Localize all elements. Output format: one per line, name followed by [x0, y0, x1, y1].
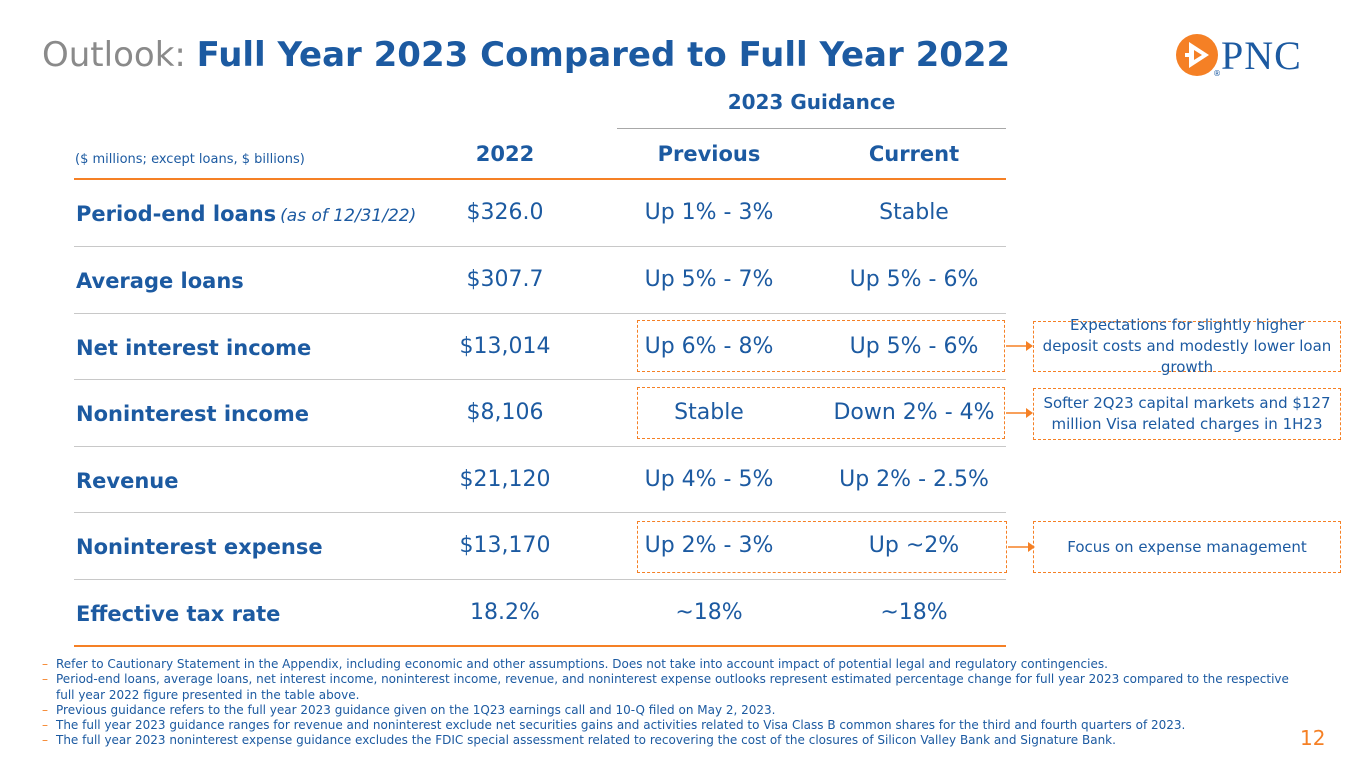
callout-expense: Focus on expense management	[1033, 521, 1341, 573]
table-row-revenue: Revenue $21,120 Up 4% - 5% Up 2% - 2.5%	[74, 447, 1006, 513]
units-note: ($ millions; except loans, $ billions)	[75, 152, 305, 167]
value-previous: Up 4% - 5%	[644, 467, 774, 492]
row-label: Net interest income	[76, 336, 312, 360]
row-label: Noninterest expense	[76, 535, 323, 559]
table-row-noninterest-income: Noninterest income $8,106 Stable Down 2%…	[74, 380, 1006, 446]
title-lead: Outlook:	[42, 35, 186, 75]
value-previous: Up 6% - 8%	[644, 334, 774, 359]
value-previous: Up 5% - 7%	[644, 267, 774, 292]
callout-noninterest-income: Softer 2Q23 capital markets and $127 mil…	[1033, 388, 1341, 440]
header-divider	[74, 178, 1006, 180]
table-row-period-end-loans: Period-end loans (as of 12/31/22) $326.0 …	[74, 180, 1006, 246]
guidance-header: 2023 Guidance	[727, 90, 896, 114]
pnc-logo-icon	[1176, 34, 1218, 76]
value-2022: $21,120	[459, 467, 551, 492]
value-current: Up 5% - 6%	[849, 267, 979, 292]
value-current: Stable	[879, 200, 949, 225]
highlight-box-net-interest-income	[637, 320, 1005, 372]
row-label: Effective tax rate	[76, 602, 281, 626]
arrow-right-icon	[1006, 408, 1033, 418]
table-bottom-divider	[74, 645, 1006, 647]
highlight-box-noninterest-income	[637, 387, 1005, 439]
arrow-right-icon	[1006, 341, 1033, 351]
value-previous: Up 2% - 3%	[644, 533, 774, 558]
arrow-right-icon	[1008, 542, 1035, 552]
value-previous: ~18%	[675, 600, 743, 625]
registered-mark: ®	[1213, 69, 1221, 78]
row-label: Average loans	[76, 269, 244, 293]
pnc-logo: PNC ®	[1175, 32, 1330, 80]
title-main: Full Year 2023 Compared to Full Year 202…	[196, 35, 1011, 75]
callout-net-interest-income: Expectations for slightly higher deposit…	[1033, 316, 1341, 376]
highlight-box-noninterest-expense	[637, 521, 1007, 573]
footnote: The full year 2023 noninterest expense g…	[42, 733, 1292, 748]
footnote: Previous guidance refers to the full yea…	[42, 703, 1292, 718]
page-title: Outlook: Full Year 2023 Compared to Full…	[42, 34, 1010, 76]
value-2022: $307.7	[466, 267, 544, 292]
table-row-net-interest-income: Net interest income $13,014 Up 6% - 8% U…	[74, 314, 1006, 380]
column-header-2022: 2022	[475, 142, 535, 166]
page-number: 12	[1300, 726, 1326, 750]
table-row-average-loans: Average loans $307.7 Up 5% - 7% Up 5% - …	[74, 247, 1006, 313]
value-2022: 18.2%	[470, 600, 540, 625]
row-divider	[74, 246, 1006, 247]
row-note: (as of 12/31/22)	[280, 206, 417, 226]
value-2022: $13,170	[459, 533, 551, 558]
column-header-previous: Previous	[657, 142, 761, 166]
value-current: Up ~2%	[868, 533, 960, 558]
value-previous: Stable	[674, 400, 744, 425]
value-current: ~18%	[880, 600, 948, 625]
value-previous: Up 1% - 3%	[644, 200, 774, 225]
row-divider	[74, 446, 1006, 447]
row-label: Period-end loans (as of 12/31/22)	[76, 202, 417, 226]
footnotes: Refer to Cautionary Statement in the App…	[42, 657, 1292, 749]
table-row-effective-tax-rate: Effective tax rate 18.2% ~18% ~18%	[74, 580, 1006, 646]
row-label: Revenue	[76, 469, 179, 493]
value-2022: $326.0	[466, 200, 544, 225]
row-divider	[74, 379, 1006, 380]
value-2022: $8,106	[466, 400, 544, 425]
table-row-noninterest-expense: Noninterest expense $13,170 Up 2% - 3% U…	[74, 513, 1006, 579]
value-current: Up 5% - 6%	[849, 334, 979, 359]
value-current: Down 2% - 4%	[833, 400, 995, 425]
footnote: Refer to Cautionary Statement in the App…	[42, 657, 1292, 672]
footnote: Period-end loans, average loans, net int…	[42, 672, 1292, 703]
footnote: The full year 2023 guidance ranges for r…	[42, 718, 1292, 733]
pnc-logo-text: PNC	[1221, 33, 1302, 78]
guidance-divider	[617, 128, 1006, 129]
column-header-current: Current	[868, 142, 960, 166]
value-current: Up 2% - 2.5%	[839, 467, 989, 492]
row-divider	[74, 313, 1006, 314]
value-2022: $13,014	[459, 334, 551, 359]
row-label: Noninterest income	[76, 402, 309, 426]
row-divider	[74, 579, 1006, 580]
row-divider	[74, 512, 1006, 513]
